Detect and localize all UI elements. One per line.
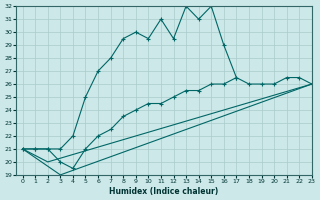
X-axis label: Humidex (Indice chaleur): Humidex (Indice chaleur) xyxy=(109,187,219,196)
